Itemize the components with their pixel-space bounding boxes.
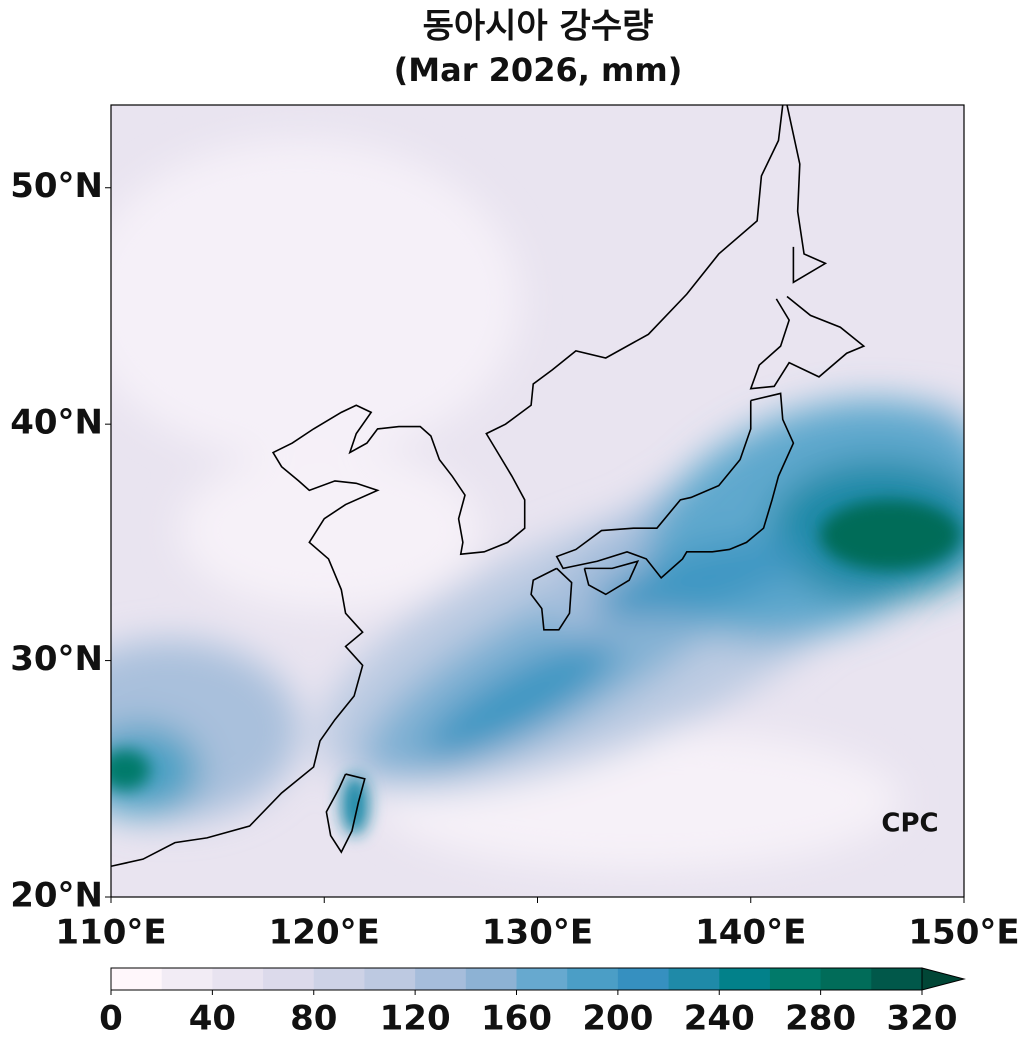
colorbar-bin (364, 968, 416, 990)
colorbar-bin (516, 968, 568, 990)
coastline (325, 773, 366, 854)
coastline (786, 105, 828, 284)
y-tick-label: 50°N (10, 166, 103, 206)
coastline (749, 295, 866, 390)
colorbar-bin (161, 968, 213, 990)
colorbar-tick-label: 280 (785, 999, 856, 1039)
colorbar-bin (567, 968, 619, 990)
y-tick-label: 40°N (10, 403, 103, 443)
colorbar-bin (668, 968, 720, 990)
colorbar-bin (212, 968, 264, 990)
coastlines (111, 105, 866, 868)
axes: 110°E 120°E 130°E 140°E 150°E 20°N 30°N 40°N 50°… (10, 166, 1019, 952)
y-tick-label: 20°N (10, 876, 103, 916)
colorbar-tick-label: 160 (481, 999, 552, 1039)
colorbar-tick-label: 120 (380, 999, 451, 1039)
colorbar-tick-label: 0 (99, 999, 123, 1039)
x-tick-label: 140°E (695, 913, 806, 953)
coastline (555, 392, 795, 579)
colorbar-bin (719, 968, 771, 990)
coastline (530, 567, 573, 631)
colorbar-bin (263, 968, 315, 990)
colorbar-bin (617, 968, 670, 990)
colorbar-bin (313, 968, 365, 990)
field-core (111, 500, 960, 835)
title: 동아시아 강수량 (423, 7, 654, 47)
colorbar-bin (769, 968, 822, 990)
subtitle: (Mar 2026, mm) (394, 51, 683, 89)
x-tick-label: 150°E (908, 913, 1019, 953)
coastline (111, 105, 784, 868)
colorbar-bin (111, 968, 163, 990)
colorbar-bin (465, 968, 517, 990)
coastline (583, 560, 640, 596)
x-tick-label: 110°E (55, 913, 166, 953)
colorbar-tick-label: 80 (290, 999, 337, 1039)
colorbar-tick-label: 320 (887, 999, 958, 1039)
colorbar-extend (921, 967, 966, 991)
x-tick-label: 120°E (269, 913, 380, 953)
x-tick-label: 130°E (482, 913, 593, 953)
logo: CPC (881, 809, 938, 839)
precip-field (111, 105, 964, 897)
colorbar-bin (820, 968, 872, 990)
colorbar-tick-label: 200 (582, 999, 653, 1039)
y-tick-label: 30°N (10, 639, 103, 679)
colorbar-tick-label: 240 (684, 999, 755, 1039)
colorbar-bin (871, 968, 923, 990)
colorbar-tick-label: 40 (189, 999, 236, 1039)
colorbar-bin (415, 968, 467, 990)
colorbar: 0 40 80 120 160 200 240 280 320 (99, 967, 966, 1039)
